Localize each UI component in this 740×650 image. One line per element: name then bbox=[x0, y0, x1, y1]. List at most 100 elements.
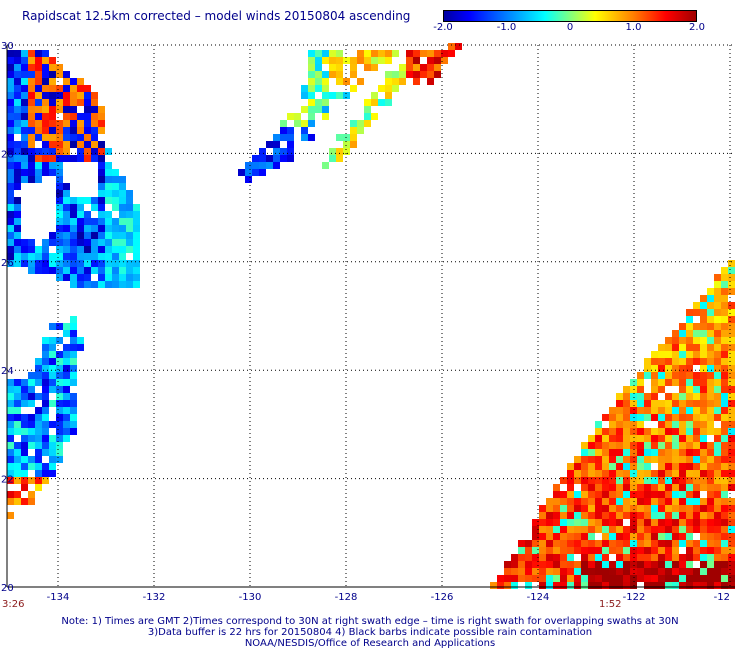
swath-cell bbox=[84, 99, 91, 106]
swath-cell bbox=[434, 64, 441, 71]
swath-cell bbox=[728, 358, 735, 365]
swath-cell bbox=[700, 323, 707, 330]
swath-cell bbox=[77, 232, 84, 239]
swath-cell bbox=[665, 582, 672, 589]
swath-cell bbox=[406, 64, 413, 71]
swath-cell bbox=[70, 337, 77, 344]
swath-cell bbox=[658, 477, 665, 484]
swath-cell bbox=[56, 64, 63, 71]
swath-cell bbox=[567, 554, 574, 561]
swath-cell bbox=[672, 344, 679, 351]
swath-cell bbox=[588, 526, 595, 533]
swath-cell bbox=[637, 484, 644, 491]
swath-cell bbox=[21, 239, 28, 246]
swath-cell bbox=[602, 540, 609, 547]
swath-cell bbox=[364, 64, 371, 71]
swath-cell bbox=[609, 519, 616, 526]
swath-cell bbox=[371, 113, 378, 120]
swath-cell bbox=[63, 204, 70, 211]
swath-cell bbox=[511, 554, 518, 561]
swath-cell bbox=[721, 484, 728, 491]
lon-tick-label: -128 bbox=[335, 592, 358, 603]
swath-cell bbox=[644, 540, 651, 547]
swath-cell bbox=[49, 92, 56, 99]
swath-cell bbox=[14, 428, 21, 435]
swath-cell bbox=[112, 253, 119, 260]
swath-cell bbox=[665, 435, 672, 442]
swath-cell bbox=[686, 372, 693, 379]
swath-cell bbox=[686, 456, 693, 463]
swath-cell bbox=[623, 554, 630, 561]
swath-cell bbox=[21, 421, 28, 428]
swath-cell bbox=[623, 442, 630, 449]
swath-cell bbox=[707, 386, 714, 393]
swath-cell bbox=[378, 99, 385, 106]
swath-cell bbox=[602, 547, 609, 554]
swath-cell bbox=[14, 442, 21, 449]
swath-cell bbox=[630, 533, 637, 540]
swath-cell bbox=[672, 561, 679, 568]
swath-cell bbox=[728, 386, 735, 393]
swath-cell bbox=[70, 225, 77, 232]
time-label-right: 1:52 bbox=[599, 599, 622, 610]
swath-cell bbox=[336, 57, 343, 64]
swath-cell bbox=[630, 561, 637, 568]
swath-cell bbox=[77, 267, 84, 274]
swath-cell bbox=[700, 330, 707, 337]
swath-cell bbox=[714, 519, 721, 526]
swath-cell bbox=[21, 85, 28, 92]
swath-cell bbox=[84, 281, 91, 288]
swath-cell bbox=[707, 316, 714, 323]
swath-cell bbox=[651, 484, 658, 491]
swath-cell bbox=[42, 435, 49, 442]
swath-cell bbox=[427, 71, 434, 78]
swath-cell bbox=[609, 477, 616, 484]
swath-cell bbox=[581, 463, 588, 470]
swath-cell bbox=[28, 400, 35, 407]
swath-cell bbox=[70, 218, 77, 225]
swath-cell bbox=[707, 456, 714, 463]
swath-cell bbox=[714, 337, 721, 344]
swath-cell bbox=[588, 512, 595, 519]
swath-cell bbox=[623, 491, 630, 498]
swath-cell bbox=[616, 463, 623, 470]
swath-cell bbox=[35, 407, 42, 414]
swath-cell bbox=[721, 547, 728, 554]
swath-cell bbox=[637, 547, 644, 554]
swath-cell bbox=[133, 204, 140, 211]
swath-cell bbox=[714, 456, 721, 463]
swath-cell bbox=[595, 421, 602, 428]
swath-cell bbox=[364, 120, 371, 127]
swath-cell bbox=[364, 57, 371, 64]
swath-cell bbox=[693, 547, 700, 554]
swath-cell bbox=[14, 477, 21, 484]
swath-cell bbox=[91, 281, 98, 288]
swath-cell bbox=[133, 211, 140, 218]
swath-cell bbox=[721, 505, 728, 512]
swath-cell bbox=[7, 211, 14, 218]
swath-cell bbox=[679, 519, 686, 526]
swath-cell bbox=[581, 582, 588, 589]
swath-cell bbox=[280, 155, 287, 162]
swath-cell bbox=[693, 442, 700, 449]
swath-cell bbox=[98, 141, 105, 148]
swath-cell bbox=[525, 568, 532, 575]
swath-cell bbox=[28, 386, 35, 393]
swath-cell bbox=[665, 477, 672, 484]
swath-cell bbox=[14, 393, 21, 400]
swath-cell bbox=[42, 141, 49, 148]
swath-cell bbox=[42, 379, 49, 386]
swath-cell bbox=[686, 330, 693, 337]
swath-cell bbox=[35, 260, 42, 267]
swath-cell bbox=[637, 449, 644, 456]
swath-cell bbox=[693, 526, 700, 533]
swath-cell bbox=[679, 330, 686, 337]
swath-cell bbox=[413, 71, 420, 78]
swath-cell bbox=[574, 526, 581, 533]
swath-cell bbox=[728, 547, 735, 554]
swath-cell bbox=[728, 330, 735, 337]
swath-cell bbox=[70, 92, 77, 99]
swath-cell bbox=[364, 50, 371, 57]
swath-cell bbox=[126, 211, 133, 218]
swath-cell bbox=[567, 463, 574, 470]
